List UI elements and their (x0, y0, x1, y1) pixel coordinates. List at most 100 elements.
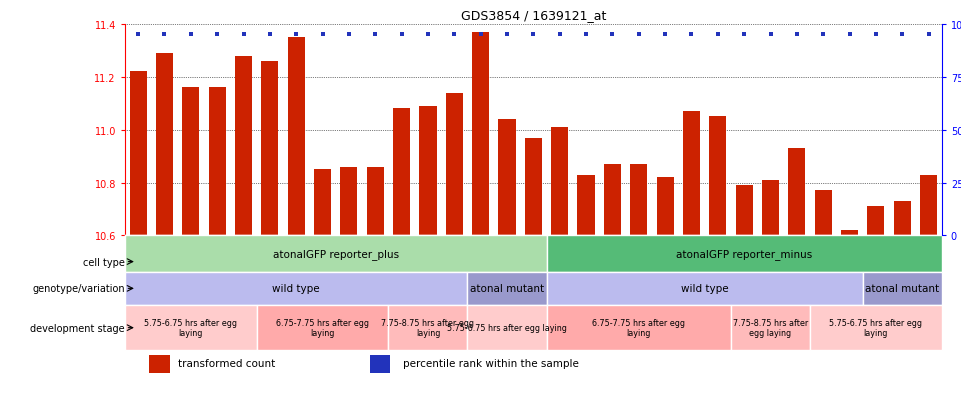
Bar (125, 272, 467, 305)
Bar (578, 175, 595, 236)
Bar (314, 170, 332, 236)
Bar (788, 149, 805, 236)
Point (710, 32, 726, 39)
Bar (920, 175, 937, 236)
Point (420, 32, 435, 39)
Bar (467, 272, 547, 305)
Bar (547, 305, 731, 351)
Point (131, 32, 146, 39)
Point (631, 32, 647, 39)
Bar (234, 57, 252, 236)
Bar (204, 236, 231, 252)
Bar (419, 107, 436, 236)
Point (341, 32, 357, 39)
Bar (261, 62, 279, 236)
Bar (494, 236, 520, 252)
Point (526, 32, 541, 39)
Bar (630, 165, 648, 236)
Text: genotype/variation: genotype/variation (33, 284, 125, 294)
Point (895, 32, 910, 39)
Point (235, 32, 251, 39)
Bar (600, 236, 626, 252)
Text: 5.75-6.75 hrs after egg
laying: 5.75-6.75 hrs after egg laying (144, 318, 237, 337)
Text: transformed count: transformed count (178, 358, 275, 368)
Bar (520, 236, 547, 252)
Bar (446, 93, 463, 236)
Bar (388, 305, 467, 351)
Bar (709, 117, 727, 236)
Bar (156, 54, 173, 236)
Bar (370, 356, 390, 373)
Bar (735, 186, 752, 236)
Bar (678, 236, 704, 252)
Bar (547, 236, 942, 272)
Text: wild type: wild type (680, 284, 728, 294)
Bar (393, 109, 410, 236)
Bar (894, 202, 911, 236)
Text: 6.75-7.75 hrs after egg
laying: 6.75-7.75 hrs after egg laying (276, 318, 369, 337)
Text: wild type: wild type (272, 284, 320, 294)
Text: 7.75-8.75 hrs after
egg laying: 7.75-8.75 hrs after egg laying (733, 318, 808, 337)
Bar (367, 167, 383, 236)
Bar (652, 236, 678, 252)
Bar (916, 236, 942, 252)
Bar (704, 236, 731, 252)
Bar (257, 236, 283, 252)
Bar (335, 236, 362, 252)
Point (736, 32, 752, 39)
Bar (626, 236, 652, 252)
Title: GDS3854 / 1639121_at: GDS3854 / 1639121_at (460, 9, 606, 22)
Bar (810, 236, 836, 252)
Text: 7.75-8.75 hrs after egg
laying: 7.75-8.75 hrs after egg laying (382, 318, 475, 337)
Bar (552, 128, 568, 236)
Bar (810, 305, 942, 351)
Bar (889, 236, 916, 252)
Bar (183, 88, 199, 236)
Bar (757, 236, 783, 252)
Point (816, 32, 831, 39)
Point (868, 32, 883, 39)
Bar (309, 236, 335, 252)
Bar (868, 207, 884, 236)
Text: 5.75-6.75 hrs after egg
laying: 5.75-6.75 hrs after egg laying (829, 318, 923, 337)
Bar (415, 236, 441, 252)
Point (763, 32, 778, 39)
Bar (125, 236, 547, 272)
Bar (547, 272, 863, 305)
Bar (499, 120, 515, 236)
Bar (863, 272, 942, 305)
Bar (340, 167, 357, 236)
Point (684, 32, 700, 39)
Bar (525, 138, 542, 236)
Point (789, 32, 804, 39)
Point (921, 32, 936, 39)
Bar (362, 236, 388, 252)
Text: 6.75-7.75 hrs after egg
laying: 6.75-7.75 hrs after egg laying (592, 318, 685, 337)
Bar (441, 236, 467, 252)
Bar (683, 112, 700, 236)
Point (657, 32, 673, 39)
Point (394, 32, 409, 39)
Bar (178, 236, 204, 252)
Point (500, 32, 515, 39)
Point (367, 32, 382, 39)
Bar (388, 236, 415, 252)
Bar (283, 236, 309, 252)
Point (209, 32, 225, 39)
Point (262, 32, 278, 39)
Point (552, 32, 567, 39)
Bar (467, 305, 547, 351)
Point (604, 32, 620, 39)
Text: 5.75-6.75 hrs after egg laying: 5.75-6.75 hrs after egg laying (447, 323, 567, 332)
Bar (472, 33, 489, 236)
Text: percentile rank within the sample: percentile rank within the sample (403, 358, 579, 368)
Point (315, 32, 331, 39)
Bar (547, 236, 573, 252)
Bar (209, 88, 226, 236)
Bar (151, 236, 178, 252)
Text: cell type: cell type (83, 257, 125, 267)
Text: atonalGFP reporter_minus: atonalGFP reporter_minus (676, 249, 812, 259)
Bar (573, 236, 600, 252)
Bar (762, 180, 779, 236)
Point (842, 32, 857, 39)
